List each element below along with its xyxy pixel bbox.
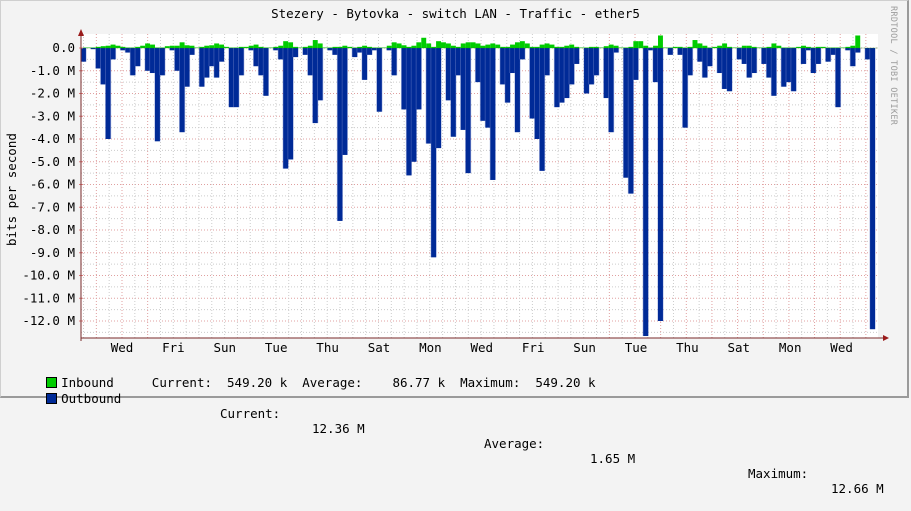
y-tick-label: -3.0 M [30, 108, 75, 123]
y-axis-arrow-icon [78, 29, 84, 36]
y-tick-label: -9.0 M [30, 245, 75, 260]
x-tick-label: Tue [625, 340, 648, 355]
x-axis-arrow-icon [883, 335, 889, 341]
y-tick-label: -10.0 M [22, 268, 75, 283]
y-tick-label: -5.0 M [30, 154, 75, 169]
plot-area: 0.0 -1.0 M -2.0 M -3.0 M -4.0 M -5.0 M -6.0 M -… [0, 0, 911, 360]
outbound-current-label: Current: [220, 406, 280, 421]
x-axis-ticks: Wed Fri Sun Tue Thu Sat Mon Wed Fri Sun Tue Thu Sat M… [111, 340, 853, 355]
y-tick-label: -2.0 M [30, 86, 75, 101]
x-tick-label: Sat [728, 340, 751, 355]
x-tick-label: Thu [316, 340, 339, 355]
y-tick-label: -4.0 M [30, 131, 75, 146]
outbound-maximum-label: Maximum: [748, 466, 808, 481]
outbound-average-label: Average: [484, 436, 544, 451]
x-tick-label: Mon [419, 340, 442, 355]
outbound-average-value: 1.65 M [590, 451, 635, 466]
x-tick-label: Fri [162, 340, 185, 355]
x-tick-label: Sat [368, 340, 391, 355]
y-tick-label: -7.0 M [30, 199, 75, 214]
x-tick-label: Mon [779, 340, 802, 355]
outbound-current-value: 12.36 M [312, 421, 365, 436]
x-tick-label: Fri [522, 340, 545, 355]
y-axis-ticks: 0.0 -1.0 M -2.0 M -3.0 M -4.0 M -5.0 M -6.0 M -… [22, 40, 83, 328]
y-tick-label: 0.0 [52, 40, 75, 55]
x-tick-label: Wed [111, 340, 134, 355]
x-tick-label: Wed [830, 340, 853, 355]
legend-row-outbound: Outbound Current: 12.36 M Average: 1.65 … [16, 376, 906, 511]
y-tick-label: -1.0 M [30, 63, 75, 78]
x-tick-label: Sun [573, 340, 596, 355]
outbound-swatch-icon [46, 393, 57, 404]
y-tick-label: -11.0 M [22, 290, 75, 305]
outbound-maximum-value: 12.66 M [831, 481, 884, 496]
y-tick-label: -12.0 M [22, 313, 75, 328]
y-tick-label: -6.0 M [30, 177, 75, 192]
x-tick-label: Tue [265, 340, 288, 355]
x-tick-label: Sun [214, 340, 237, 355]
outbound-label: Outbound [61, 391, 121, 406]
y-tick-label: -8.0 M [30, 222, 75, 237]
x-tick-label: Wed [471, 340, 494, 355]
x-tick-label: Thu [676, 340, 699, 355]
